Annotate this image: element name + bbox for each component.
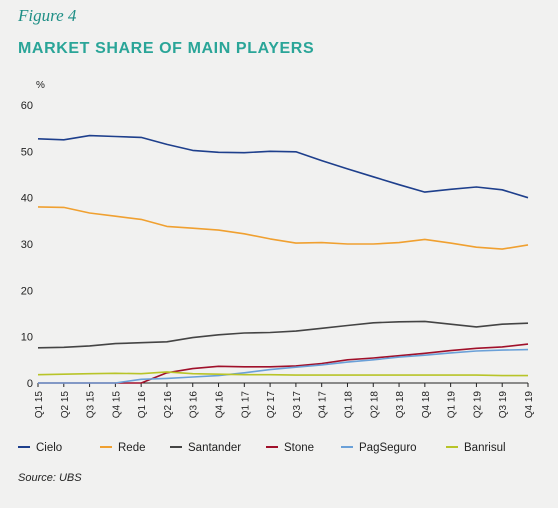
legend-label-cielo: Cielo bbox=[36, 442, 62, 454]
x-tick-label: Q4 19 bbox=[524, 391, 535, 419]
x-tick-label: Q2 15 bbox=[60, 391, 71, 419]
legend-label-banrisul: Banrisul bbox=[464, 442, 506, 454]
y-tick-label: 30 bbox=[21, 239, 33, 251]
x-tick-label: Q3 17 bbox=[292, 391, 303, 419]
x-tick-label: Q4 18 bbox=[421, 391, 432, 419]
y-tick-label: 20 bbox=[21, 285, 33, 297]
series-line-rede bbox=[37, 206, 529, 250]
legend-label-rede: Rede bbox=[118, 442, 146, 454]
y-axis-unit: % bbox=[36, 80, 45, 91]
figure-label: Figure 4 bbox=[18, 6, 77, 25]
x-tick-label: Q3 18 bbox=[395, 391, 406, 419]
series-line-cielo bbox=[37, 134, 529, 199]
x-tick-label: Q2 16 bbox=[163, 391, 174, 419]
chart-title: MARKET SHARE OF MAIN PLAYERS bbox=[18, 40, 315, 57]
y-tick-label: 0 bbox=[27, 378, 33, 390]
x-tick-label: Q2 17 bbox=[266, 391, 277, 419]
series-line-pagseguro bbox=[38, 348, 529, 384]
x-tick-label: Q1 19 bbox=[447, 391, 458, 419]
series-line-stone bbox=[38, 343, 529, 384]
y-tick-label: 40 bbox=[21, 193, 33, 205]
y-tick-label: 60 bbox=[21, 100, 33, 112]
x-tick-label: Q1 18 bbox=[343, 391, 354, 419]
y-tick-label: 10 bbox=[21, 332, 33, 344]
x-tick-label: Q2 19 bbox=[472, 391, 483, 419]
legend-label-santander: Santander bbox=[188, 442, 241, 454]
x-tick-label: Q4 16 bbox=[215, 391, 226, 419]
legend-label-stone: Stone bbox=[284, 442, 314, 454]
series-line-santander bbox=[37, 320, 529, 349]
x-tick-label: Q1 15 bbox=[34, 391, 45, 419]
x-tick-label: Q4 17 bbox=[318, 391, 329, 419]
legend-label-pagseguro: PagSeguro bbox=[359, 442, 417, 454]
y-tick-label: 50 bbox=[21, 146, 33, 158]
x-tick-label: Q3 16 bbox=[189, 391, 200, 419]
x-tick-label: Q1 17 bbox=[240, 391, 251, 419]
x-tick-label: Q2 18 bbox=[369, 391, 380, 419]
x-tick-label: Q4 15 bbox=[111, 391, 122, 419]
source-note: Source: UBS bbox=[18, 472, 82, 484]
x-tick-label: Q1 16 bbox=[137, 391, 148, 419]
x-tick-label: Q3 15 bbox=[86, 391, 97, 419]
series-line-banrisul bbox=[37, 371, 528, 377]
x-tick-label: Q3 19 bbox=[498, 391, 509, 419]
